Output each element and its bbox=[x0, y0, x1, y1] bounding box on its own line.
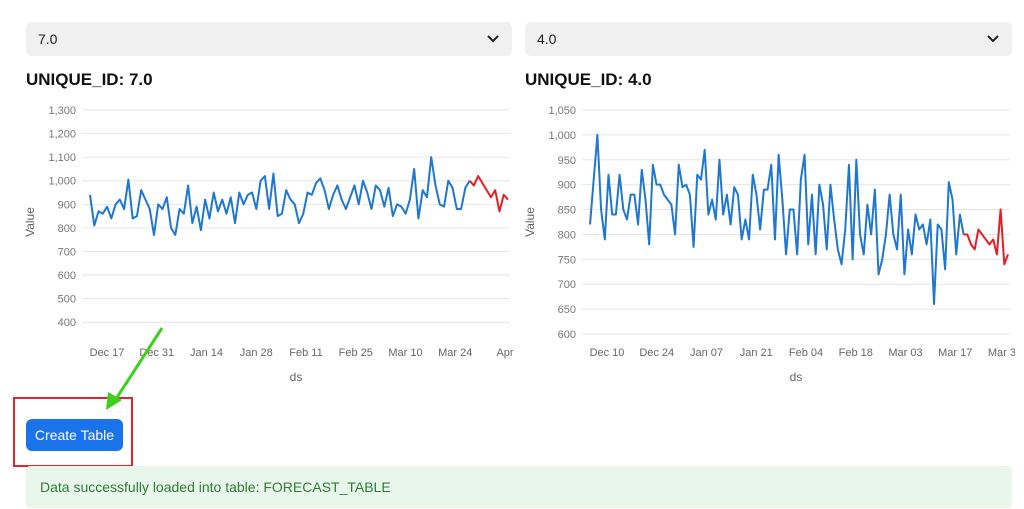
x-tick-label: Jan 21 bbox=[740, 347, 773, 359]
create-table-button[interactable]: Create Table bbox=[26, 419, 123, 451]
y-tick-label: 700 bbox=[58, 246, 76, 258]
line-chart-left: 400 500 600 700 800 900 1,000 1,100 1,200 1,300 De… bbox=[23, 105, 514, 384]
y-tick-label: 1,050 bbox=[548, 105, 576, 117]
y-axis-label: Value bbox=[23, 207, 37, 237]
x-tick-label: Mar 31 bbox=[988, 347, 1015, 359]
x-tick-label: Feb 04 bbox=[789, 347, 823, 359]
chart-title-right: UNIQUE_ID: 4.0 bbox=[525, 70, 652, 89]
x-tick-label: Dec 24 bbox=[639, 347, 674, 359]
success-message: Data successfully loaded into table: FOR… bbox=[40, 479, 391, 495]
y-tick-label: 800 bbox=[58, 223, 76, 235]
unique-id-select-left[interactable]: 7.0 bbox=[26, 22, 512, 56]
y-tick-label: 950 bbox=[558, 155, 576, 167]
y-tick-label: 800 bbox=[558, 229, 576, 241]
y-tick-label: 600 bbox=[58, 270, 76, 282]
chevron-down-icon bbox=[486, 32, 500, 46]
series-line-forecast bbox=[963, 208, 1009, 266]
x-tick-label: Dec 17 bbox=[90, 347, 125, 359]
unique-id-select-right[interactable]: 4.0 bbox=[525, 22, 1012, 56]
x-tick-label: Jan 07 bbox=[690, 347, 723, 359]
y-tick-label: 400 bbox=[58, 317, 76, 329]
x-tick-label: Feb 11 bbox=[289, 347, 322, 359]
y-tick-label: 1,300 bbox=[48, 105, 76, 117]
x-tick-label: Apr bbox=[496, 347, 513, 359]
x-tick-label: Dec 10 bbox=[590, 347, 625, 359]
x-tick-label: Feb 25 bbox=[339, 347, 373, 359]
y-tick-label: 1,200 bbox=[48, 129, 76, 141]
chevron-down-icon bbox=[986, 32, 1000, 46]
y-axis-label: Value bbox=[523, 207, 537, 237]
y-tick-label: 900 bbox=[558, 180, 576, 192]
success-alert: Data successfully loaded into table: FOR… bbox=[26, 466, 1012, 508]
y-tick-label: 850 bbox=[558, 205, 576, 217]
series-line-history bbox=[89, 156, 471, 236]
y-tick-label: 1,100 bbox=[48, 152, 76, 164]
x-tick-label: Mar 24 bbox=[438, 347, 472, 359]
x-tick-label: Mar 03 bbox=[888, 347, 922, 359]
y-tick-label: 900 bbox=[58, 199, 76, 211]
series-line-forecast bbox=[468, 175, 509, 213]
x-tick-label: Feb 18 bbox=[839, 347, 873, 359]
y-tick-label: 750 bbox=[558, 254, 576, 266]
x-tick-label: Jan 28 bbox=[240, 347, 273, 359]
y-tick-label: 650 bbox=[558, 304, 576, 316]
y-tick-label: 1,000 bbox=[548, 130, 576, 142]
select-value: 4.0 bbox=[537, 31, 557, 47]
select-value: 7.0 bbox=[38, 31, 58, 47]
x-axis-label: ds bbox=[790, 370, 803, 384]
x-tick-label: Jan 14 bbox=[190, 347, 223, 359]
y-tick-label: 1,000 bbox=[48, 176, 76, 188]
x-axis-label: ds bbox=[290, 370, 303, 384]
x-tick-label: Mar 10 bbox=[388, 347, 422, 359]
y-tick-label: 700 bbox=[558, 279, 576, 291]
line-chart-right: 600 650 700 750 800 850 900 950 1,000 1,050 Dec 10… bbox=[523, 105, 1015, 384]
y-tick-label: 600 bbox=[558, 329, 576, 341]
chart-title-left: UNIQUE_ID: 7.0 bbox=[26, 70, 153, 89]
x-tick-label: Dec 31 bbox=[139, 347, 174, 359]
series-line-history bbox=[589, 133, 965, 306]
x-tick-label: Mar 17 bbox=[938, 347, 972, 359]
y-tick-label: 500 bbox=[58, 294, 76, 306]
